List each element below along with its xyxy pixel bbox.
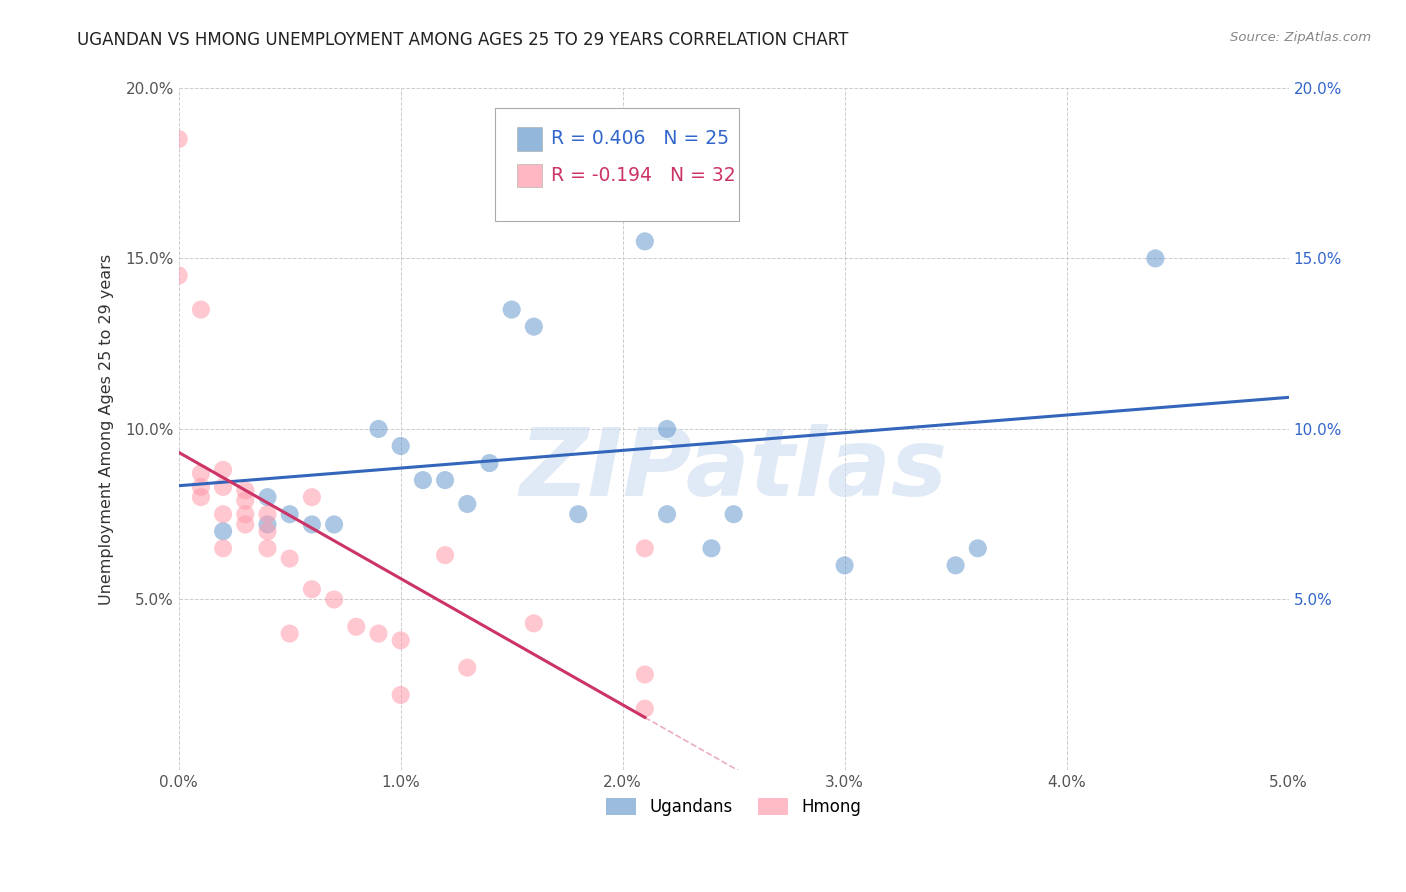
Point <box>167 132 190 146</box>
Point <box>190 490 212 504</box>
Point <box>278 551 301 566</box>
Point <box>167 268 190 283</box>
Point <box>212 480 235 494</box>
FancyBboxPatch shape <box>517 128 541 151</box>
Point <box>212 463 235 477</box>
Y-axis label: Unemployment Among Ages 25 to 29 years: Unemployment Among Ages 25 to 29 years <box>100 253 114 605</box>
Point <box>301 517 323 532</box>
Text: UGANDAN VS HMONG UNEMPLOYMENT AMONG AGES 25 TO 29 YEARS CORRELATION CHART: UGANDAN VS HMONG UNEMPLOYMENT AMONG AGES… <box>77 31 849 49</box>
Point <box>834 558 856 573</box>
Point <box>256 524 278 539</box>
Point <box>655 507 678 521</box>
Point <box>323 517 346 532</box>
Point <box>212 524 235 539</box>
Point <box>233 493 256 508</box>
Point <box>634 541 657 556</box>
Point <box>190 467 212 481</box>
Point <box>278 626 301 640</box>
Point <box>523 616 546 631</box>
Point <box>1144 252 1167 266</box>
Legend: Ugandans, Hmong: Ugandans, Hmong <box>599 791 868 823</box>
Point <box>256 490 278 504</box>
Point <box>634 701 657 715</box>
Point <box>190 302 212 317</box>
Text: R = 0.406   N = 25: R = 0.406 N = 25 <box>551 128 728 148</box>
Point <box>723 507 745 521</box>
Point <box>389 688 412 702</box>
Point <box>412 473 434 487</box>
Point <box>212 507 235 521</box>
Point <box>700 541 723 556</box>
Text: ZIPatlas: ZIPatlas <box>520 424 948 516</box>
Point <box>212 541 235 556</box>
Point <box>966 541 988 556</box>
Point <box>456 661 478 675</box>
Point <box>434 548 457 562</box>
Point <box>612 132 634 146</box>
Point <box>367 626 389 640</box>
Point <box>301 490 323 504</box>
Point <box>256 541 278 556</box>
FancyBboxPatch shape <box>517 163 541 186</box>
Point <box>634 235 657 249</box>
Point <box>233 483 256 498</box>
Point <box>233 507 256 521</box>
Point <box>655 422 678 436</box>
Point <box>256 507 278 521</box>
Point <box>567 507 589 521</box>
Point <box>456 497 478 511</box>
Point <box>634 667 657 681</box>
Point <box>389 439 412 453</box>
Point <box>301 582 323 597</box>
Point <box>434 473 457 487</box>
FancyBboxPatch shape <box>495 108 740 221</box>
Text: R = -0.194   N = 32: R = -0.194 N = 32 <box>551 166 735 185</box>
Point <box>523 319 546 334</box>
Point <box>501 302 523 317</box>
Point <box>323 592 346 607</box>
Point <box>389 633 412 648</box>
Point <box>344 620 367 634</box>
Point <box>278 507 301 521</box>
Text: Source: ZipAtlas.com: Source: ZipAtlas.com <box>1230 31 1371 45</box>
Point <box>256 517 278 532</box>
Point <box>367 422 389 436</box>
Point <box>945 558 967 573</box>
Point <box>478 456 501 470</box>
Point <box>233 517 256 532</box>
Point <box>190 480 212 494</box>
